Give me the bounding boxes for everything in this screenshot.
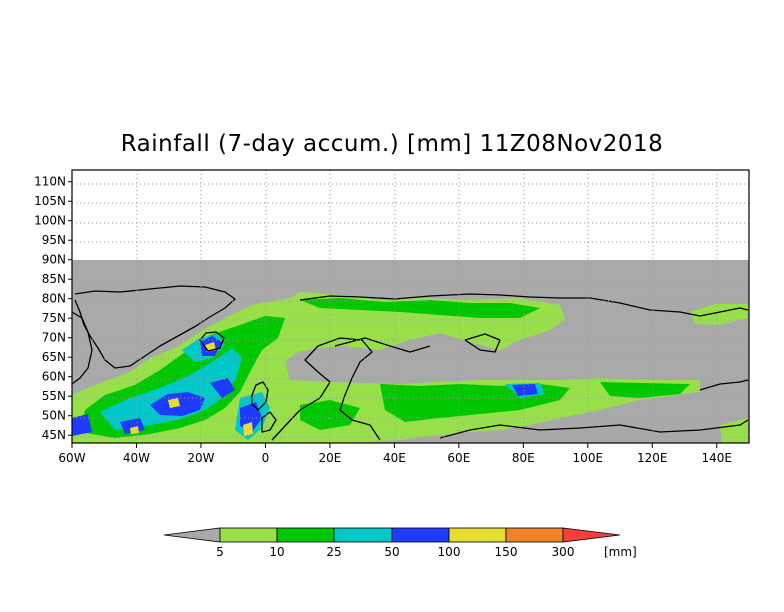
lat-tick-label: 50N: [42, 409, 66, 423]
legend-box-25-50: [333, 527, 393, 543]
legend-threshold-5: 5: [216, 545, 224, 559]
lat-tick-label: 65N: [42, 350, 66, 364]
lon-tick-label: 40E: [383, 451, 406, 465]
legend-box-150-300: [505, 527, 564, 543]
lon-tick-label: 60W: [58, 451, 85, 465]
legend-low-triangle: [163, 527, 221, 543]
legend-threshold-150: 150: [495, 545, 518, 559]
legend-threshold-50: 50: [384, 545, 399, 559]
lat-lon-grid: [72, 170, 749, 443]
legend-threshold-300: 300: [552, 545, 575, 559]
legend-box-10-25: [276, 527, 335, 543]
legend-threshold-10: 10: [269, 545, 284, 559]
lat-tick-label: 105N: [34, 194, 66, 208]
color-legend: 5 10 25 50 100 150 300 [mm]: [163, 527, 637, 559]
lat-tick-label: 110N: [34, 175, 66, 189]
lat-tick-label: 45N: [42, 428, 66, 442]
lat-tick-label: 70N: [42, 331, 66, 345]
lon-tick-label: 20E: [318, 451, 341, 465]
legend-high-triangle: [562, 527, 621, 543]
coastlines: [72, 285, 749, 441]
lon-tick-label: 140E: [702, 451, 733, 465]
longitude-axis: 60W 40W 20W 0 20E 40E 60E 80E 100E 120E 140E: [58, 443, 732, 465]
lat-tick-label: 100N: [34, 214, 66, 228]
lat-tick-label: 85N: [42, 272, 66, 286]
lat-tick-label: 75N: [42, 311, 66, 325]
legend-threshold-25: 25: [326, 545, 341, 559]
lat-tick-label: 55N: [42, 389, 66, 403]
lon-tick-label: 80E: [512, 451, 535, 465]
lon-tick-label: 40W: [123, 451, 150, 465]
map-frame: [71, 169, 750, 444]
lon-tick-label: 0: [262, 451, 270, 465]
rain-100-150-shading: [130, 342, 253, 436]
legend-box-100-150: [448, 527, 507, 543]
map-title: Rainfall (7-day accum.) [mm] 11Z08Nov201…: [120, 131, 664, 157]
latitude-axis: 110N 105N 100N 95N 90N 85N 80N 75N 70N 65N 60N 55N 5…: [34, 175, 72, 442]
legend-threshold-100: 100: [438, 545, 461, 559]
lon-tick-label: 60E: [447, 451, 470, 465]
legend-unit: [mm]: [604, 545, 637, 559]
legend-box-5-10: [219, 527, 278, 543]
lat-tick-label: 90N: [42, 253, 66, 267]
lon-tick-label: 120E: [637, 451, 668, 465]
lat-tick-label: 95N: [42, 233, 66, 247]
lon-tick-label: 20W: [187, 451, 214, 465]
legend-box-50-100: [391, 527, 450, 543]
lat-tick-label: 80N: [42, 292, 66, 306]
lon-tick-label: 100E: [573, 451, 604, 465]
lat-tick-label: 60N: [42, 370, 66, 384]
